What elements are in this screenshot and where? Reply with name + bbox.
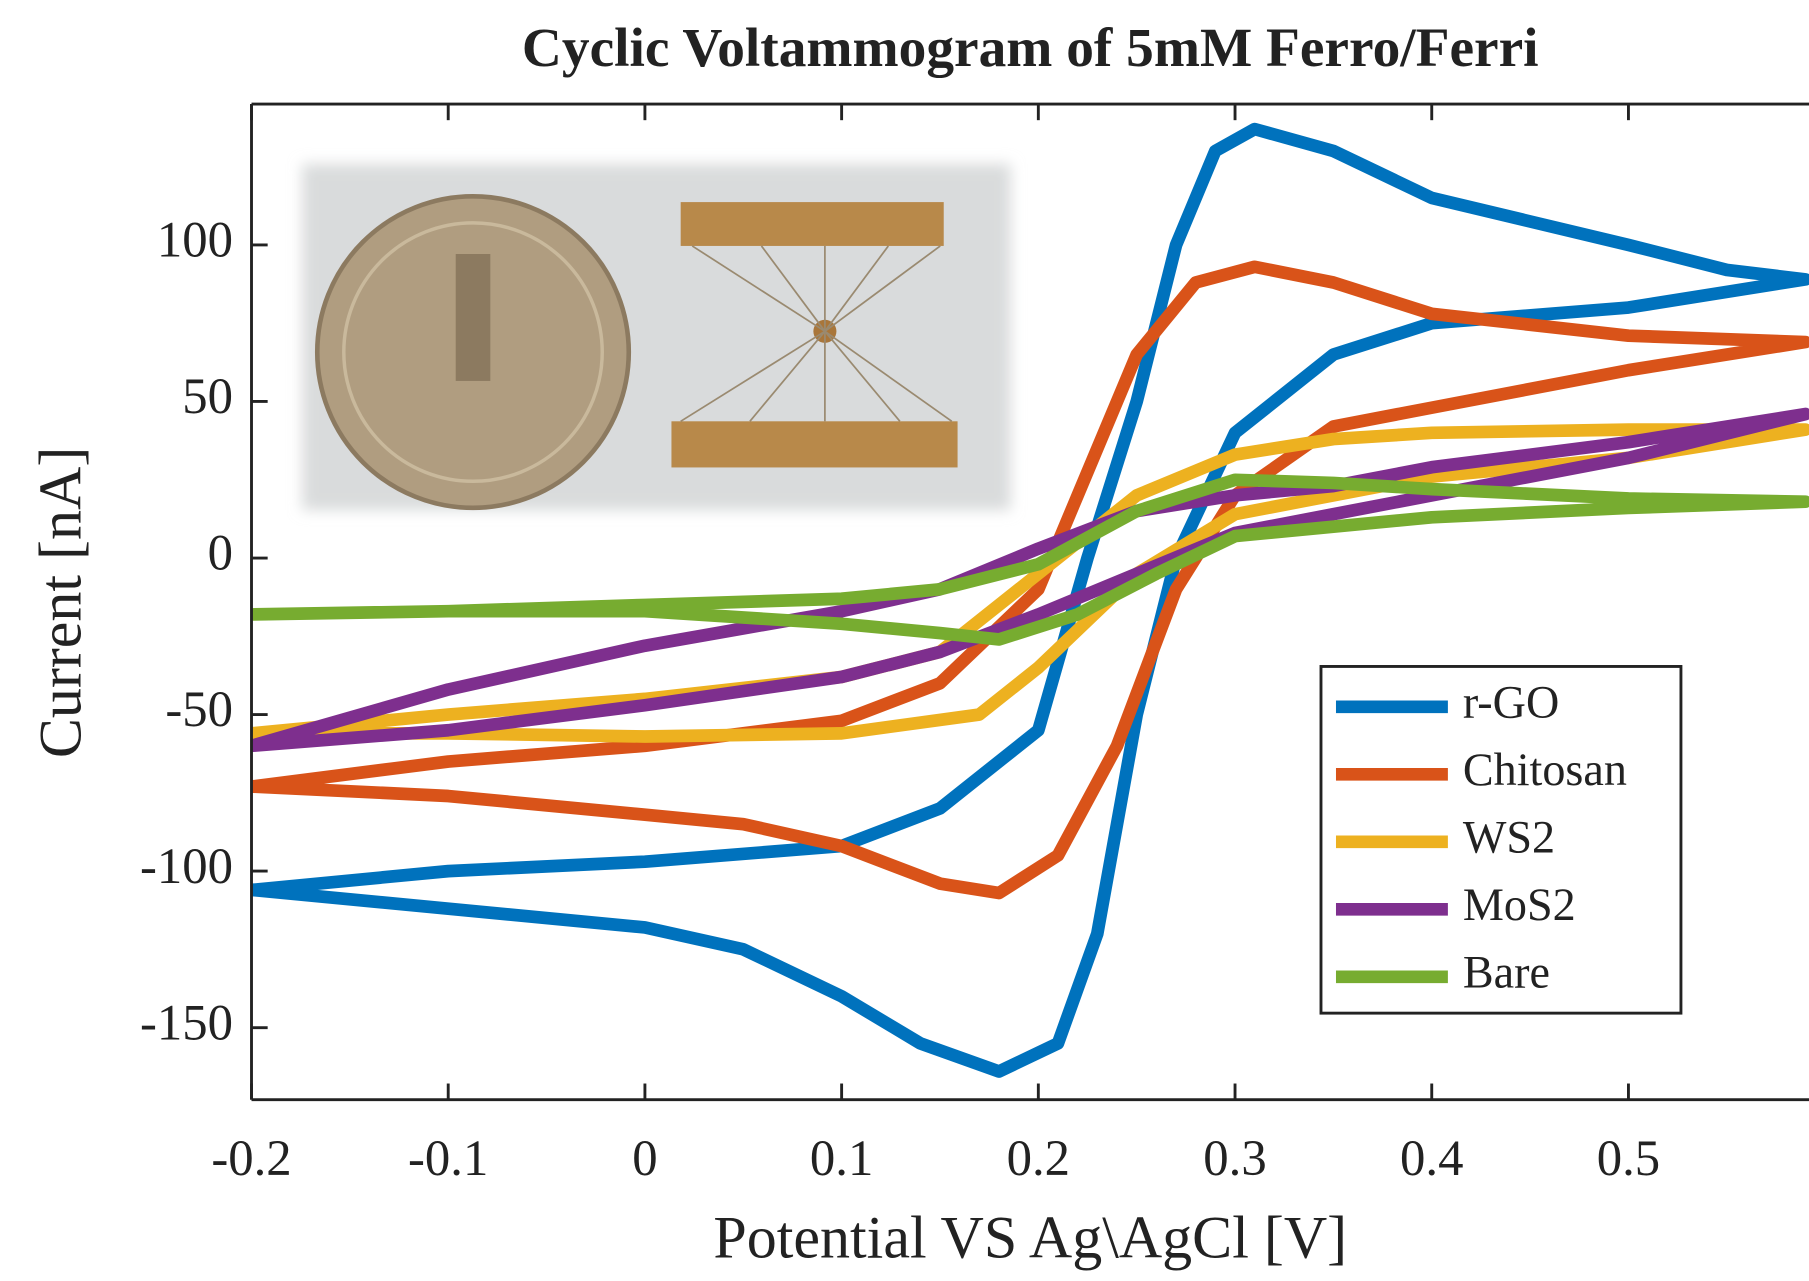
chart: Cyclic Voltammogram of 5mM Ferro/Ferri P… [0, 0, 1809, 1281]
x-tick-label: 0.5 [1597, 1130, 1660, 1186]
legend: r-GO Chitosan WS2 MoS2 Bare [1321, 666, 1681, 1013]
page: Cyclic Voltammogram of 5mM Ferro/Ferri P… [0, 0, 1809, 1281]
y-axis-label: Current [nA] [28, 447, 94, 758]
x-tick-label: -0.2 [211, 1130, 291, 1186]
chart-title: Cyclic Voltammogram of 5mM Ferro/Ferri [522, 17, 1539, 78]
y-tick-label: -100 [140, 838, 233, 894]
y-tick-label: 100 [157, 212, 233, 268]
x-axis-label: Potential VS Ag\AgCl [V] [713, 1205, 1347, 1271]
chip-pads-top [681, 202, 944, 246]
x-tick-label: 0.3 [1203, 1130, 1266, 1186]
legend-label: MoS2 [1463, 879, 1576, 930]
coin-digit [456, 254, 491, 381]
x-tick-label: -0.1 [408, 1130, 488, 1186]
y-tick-label: -50 [165, 681, 233, 737]
legend-label: Bare [1463, 946, 1550, 997]
y-tick-label: -150 [140, 994, 233, 1050]
legend-label: WS2 [1463, 811, 1555, 862]
x-tick-label: 0.4 [1400, 1130, 1463, 1186]
x-tick-label: 0 [632, 1130, 657, 1186]
legend-label: Chitosan [1463, 744, 1627, 795]
chip-pads-bottom [671, 421, 957, 467]
legend-label: r-GO [1463, 676, 1559, 727]
x-tick-label: 0.1 [810, 1130, 873, 1186]
x-tick-label: 0.2 [1007, 1130, 1070, 1186]
y-tick-label: 50 [182, 368, 233, 424]
inset-photo [302, 164, 1010, 510]
y-tick-label: 0 [208, 525, 233, 581]
